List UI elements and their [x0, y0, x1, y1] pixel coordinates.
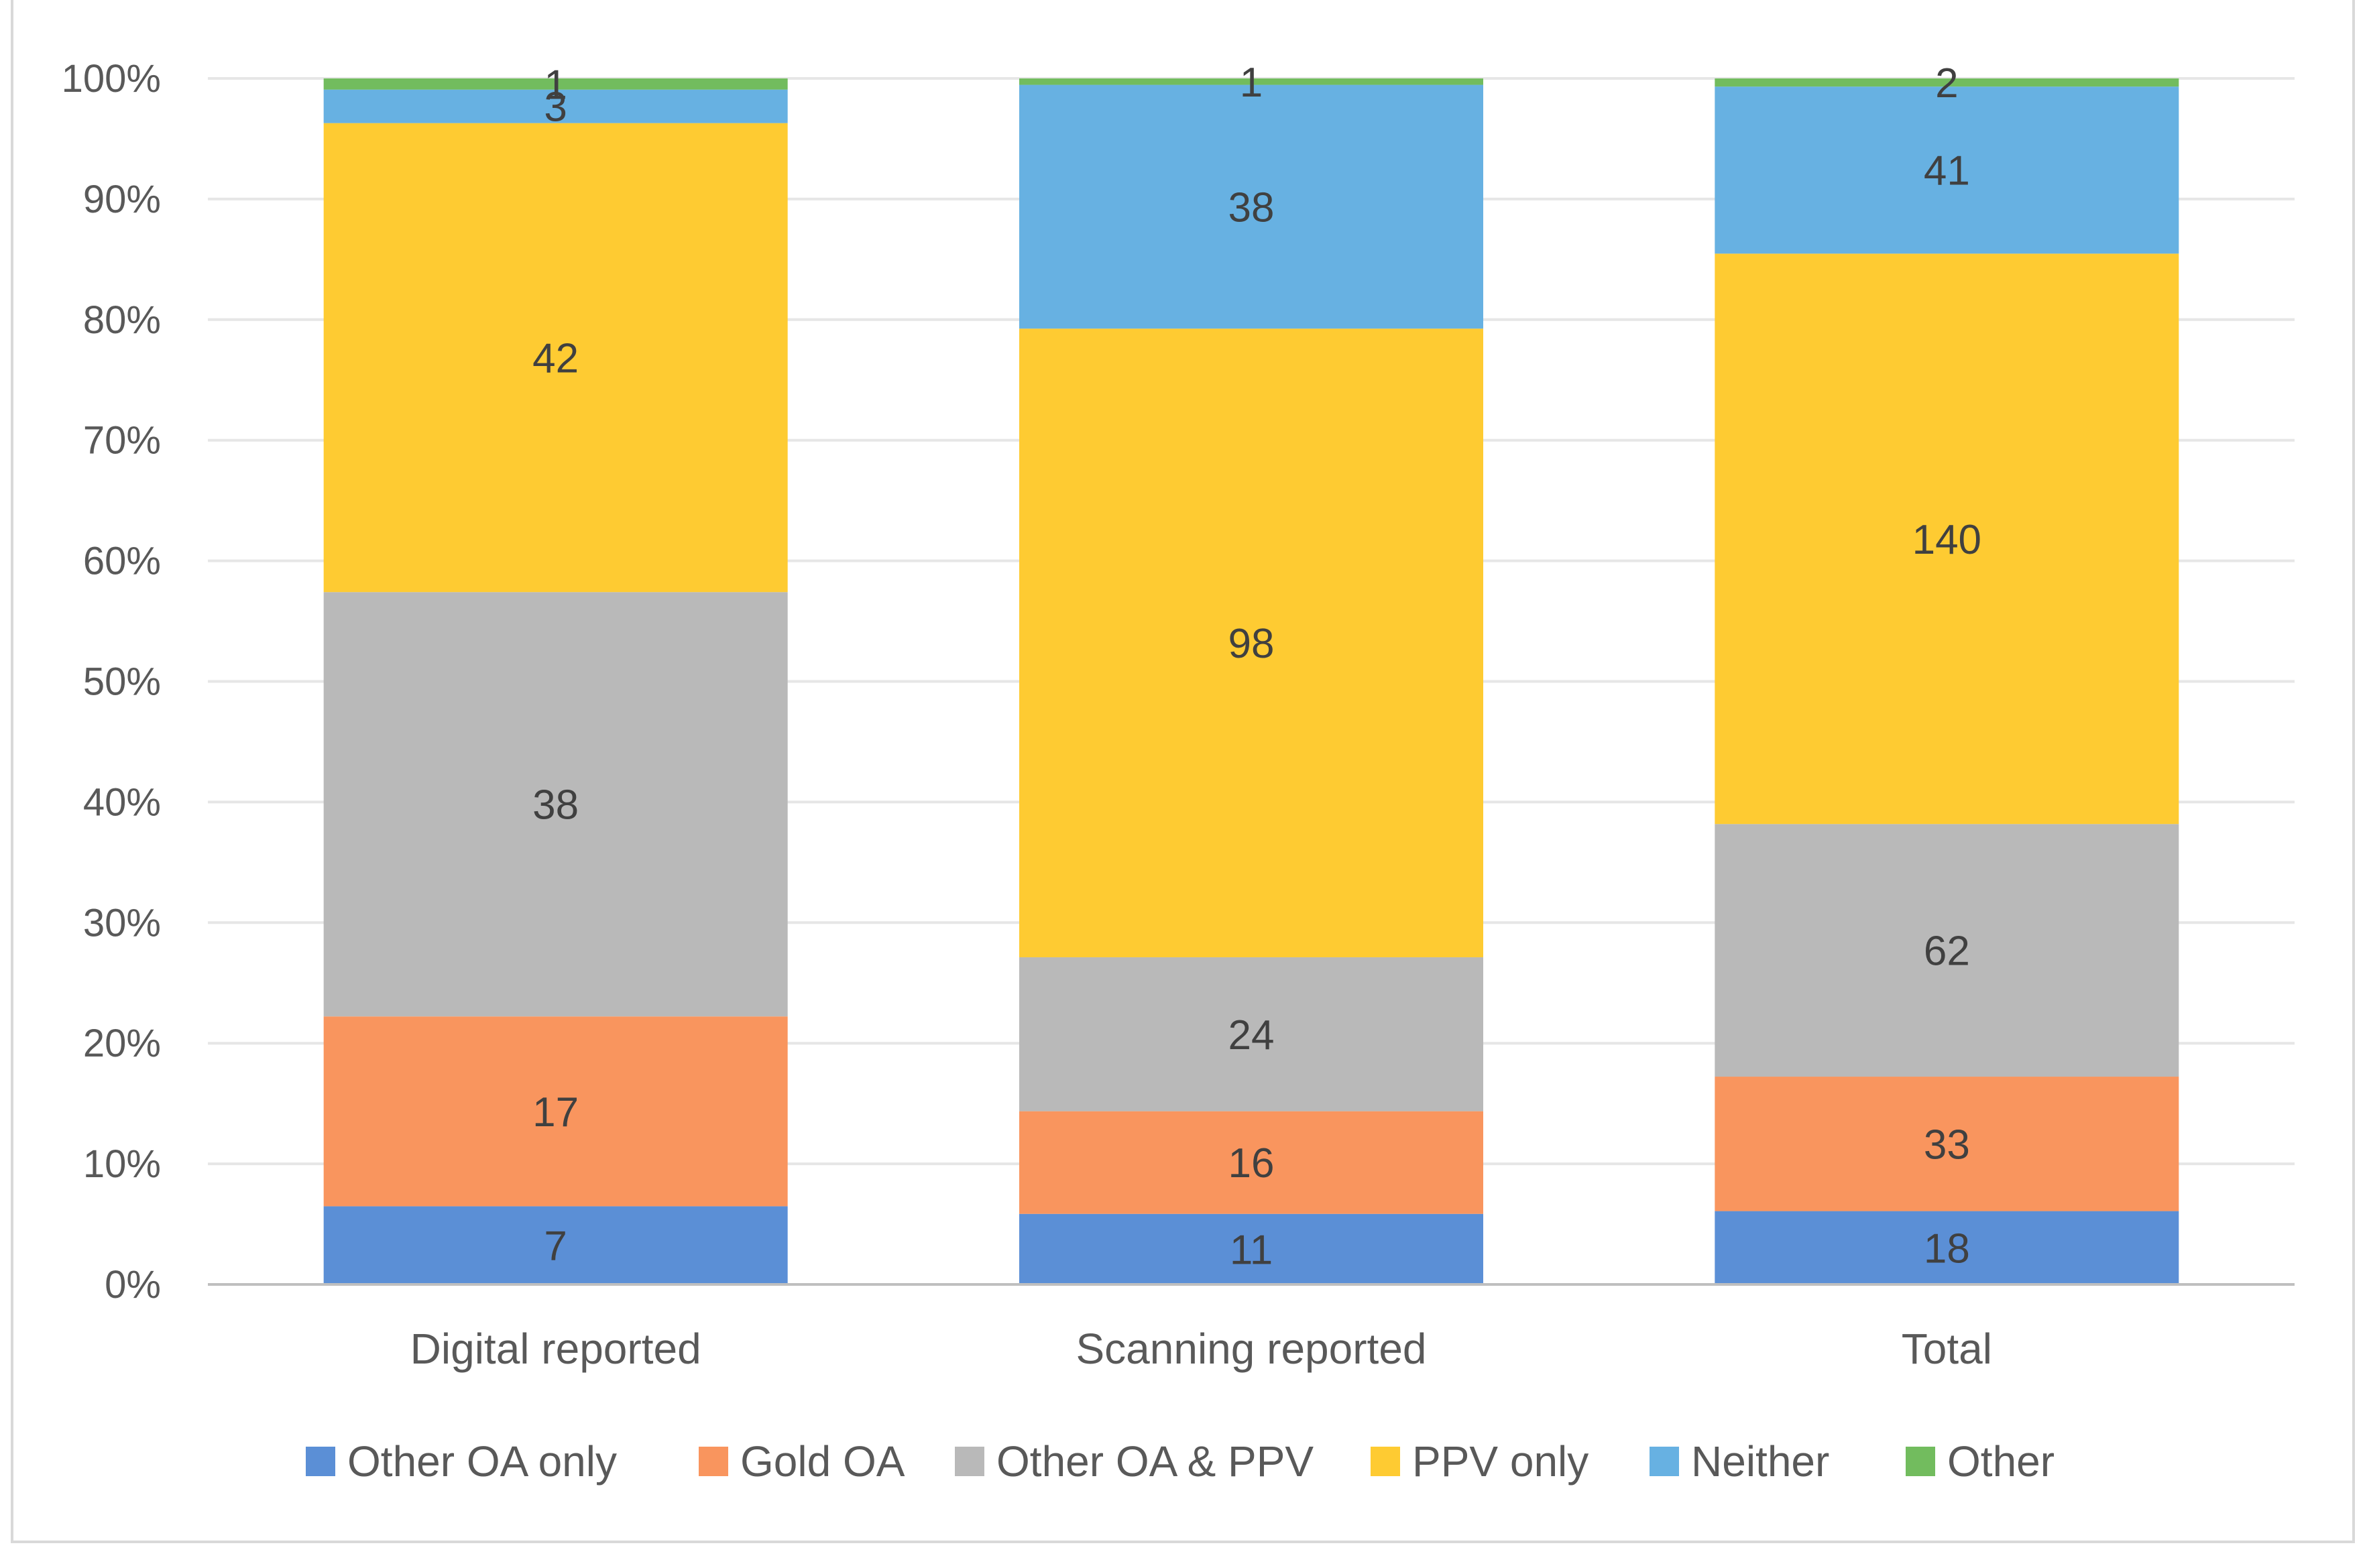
bar-segment: [1715, 824, 2179, 1077]
bar-segment: [1019, 84, 1483, 329]
data-label: 16: [1228, 1140, 1275, 1187]
data-label: 3: [544, 84, 567, 131]
data-label: 18: [1924, 1225, 1970, 1272]
data-label: 62: [1924, 928, 1970, 975]
bar-segment: [1715, 78, 2179, 87]
y-tick-label: 100%: [62, 57, 161, 101]
bar-segment: [1019, 1213, 1483, 1284]
bar-segment: [1715, 253, 2179, 825]
bar-segment: [1715, 1077, 2179, 1211]
data-label: 38: [532, 782, 579, 829]
bar-segment: [323, 78, 788, 90]
bar-segment: [1715, 1211, 2179, 1284]
legend-label: Gold OA: [740, 1437, 905, 1486]
y-tick-label: 70%: [83, 419, 161, 463]
data-label: 38: [1228, 184, 1275, 231]
data-label: 24: [1228, 1012, 1275, 1059]
legend-swatch: [699, 1447, 728, 1476]
data-label: 2: [1935, 60, 1958, 107]
legend-swatch: [1650, 1447, 1679, 1476]
y-tick-label: 80%: [83, 298, 161, 342]
y-tick-label: 20%: [83, 1022, 161, 1065]
data-label: 33: [1924, 1122, 1970, 1168]
legend-swatch: [306, 1447, 335, 1476]
data-label: 7: [544, 1223, 567, 1270]
legend-label: Other: [1947, 1437, 2055, 1486]
y-tick-label: 90%: [83, 178, 161, 221]
bar-segment: [323, 1206, 788, 1284]
legend-swatch: [1906, 1447, 1935, 1476]
bar-segment: [323, 123, 788, 593]
y-tick-label: 0%: [105, 1263, 161, 1307]
bar-segment: [1019, 78, 1483, 85]
bar-segment: [1019, 328, 1483, 957]
x-category-label: Scanning reported: [1076, 1325, 1426, 1373]
legend-swatch: [955, 1447, 984, 1476]
data-label: 17: [532, 1089, 579, 1136]
axes: 0% 10% 20% 30% 40% 50% 60% 70% 80% 90% 100% Digital…: [62, 57, 2295, 1373]
legend: Other OA only Gold OA Other OA & PPV PPV on…: [306, 1437, 2055, 1486]
bar-segment: [1019, 957, 1483, 1111]
x-category-label: Total: [1902, 1325, 1992, 1373]
data-label: 1: [544, 62, 567, 108]
data-label: 42: [532, 335, 579, 381]
bar-segment: [1715, 86, 2179, 254]
y-tick-label: 50%: [83, 660, 161, 704]
bar-segment: [323, 1016, 788, 1207]
data-label: 98: [1228, 621, 1275, 667]
bars: [323, 78, 2179, 1284]
y-tick-label: 40%: [83, 780, 161, 824]
y-tick-label: 30%: [83, 901, 161, 945]
legend-label: Other OA only: [347, 1437, 617, 1486]
y-tick-label: 10%: [83, 1142, 161, 1186]
y-tick-label: 60%: [83, 540, 161, 583]
data-label: 41: [1924, 148, 1970, 194]
bar-segment: [1019, 1111, 1483, 1214]
bar-segment: [323, 89, 788, 123]
legend-label: PPV only: [1412, 1437, 1589, 1486]
legend-label: Neither: [1691, 1437, 1829, 1486]
data-label: 11: [1230, 1227, 1273, 1273]
legend-label: Other OA & PPV: [996, 1437, 1314, 1486]
data-label: 1: [1240, 60, 1263, 106]
data-label: 140: [1912, 517, 1981, 563]
legend-swatch: [1371, 1447, 1400, 1476]
bar-segment: [323, 592, 788, 1017]
x-category-label: Digital reported: [410, 1325, 701, 1373]
